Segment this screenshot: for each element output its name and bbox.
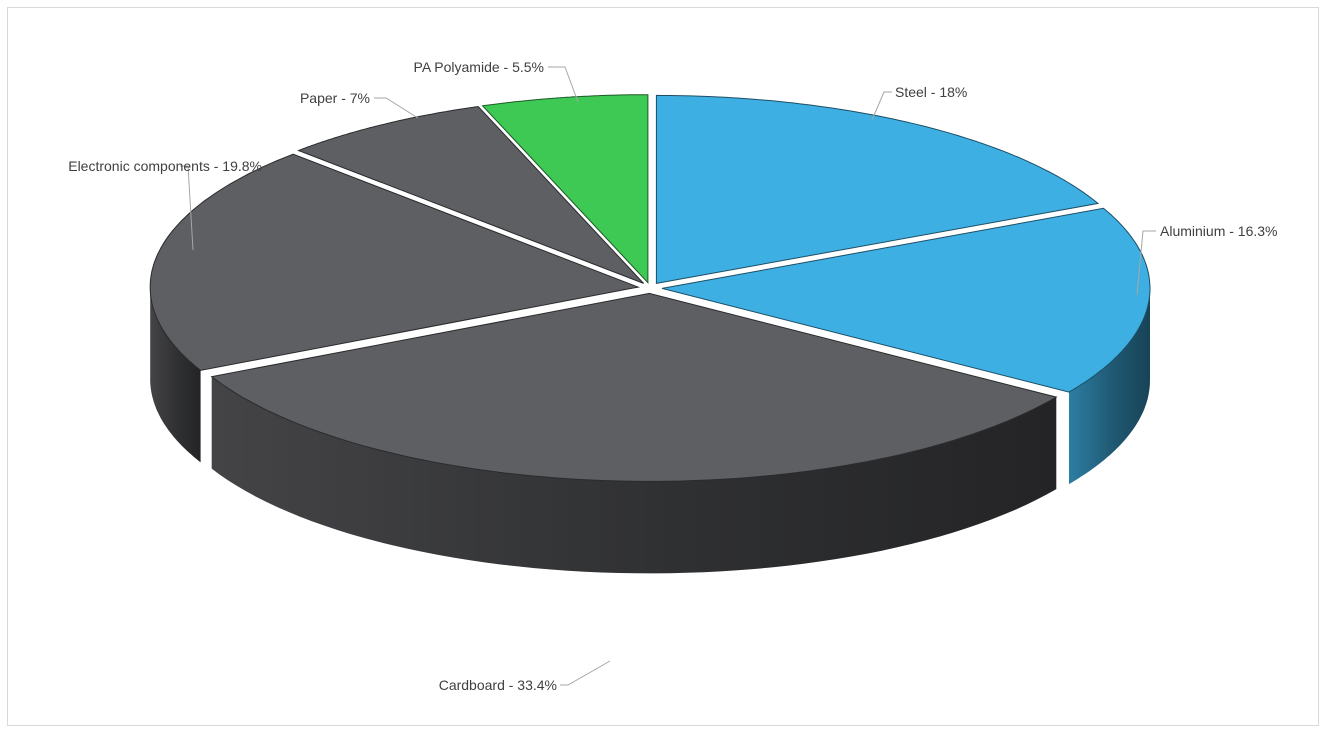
pie-labels: Steel - 18% Aluminium - 16.3% Cardboard … [68,59,1277,693]
label-cardboard: Cardboard - 33.4% [439,677,557,693]
slice-side-electronic-components [150,287,201,463]
leader-electronic-components [180,165,194,251]
leader-paper [374,97,419,119]
leader-steel [871,91,892,121]
slice-side-aluminium [1069,288,1150,485]
pie-tops [149,94,1151,482]
leader-aluminium [1136,230,1156,296]
slice-cardboard[interactable] [210,292,1058,482]
leader-pa-polyamide [548,66,579,103]
label-aluminium: Aluminium - 16.3% [1160,223,1278,239]
label-paper: Paper - 7% [300,90,370,106]
slice-electronic-components[interactable] [149,153,641,371]
slice-side-cardboard [211,376,1057,574]
slice-pa-polyamide[interactable] [481,94,649,284]
slice-steel[interactable] [655,94,1100,284]
label-electronic-components: Electronic components - 19.8% [68,158,262,174]
label-pa-polyamide: PA Polyamide - 5.5% [414,59,544,75]
pie-sides [150,287,1150,574]
leader-cardboard [560,660,611,686]
slice-aluminium[interactable] [661,207,1151,393]
slice-paper[interactable] [297,106,644,284]
label-steel: Steel - 18% [895,84,967,100]
